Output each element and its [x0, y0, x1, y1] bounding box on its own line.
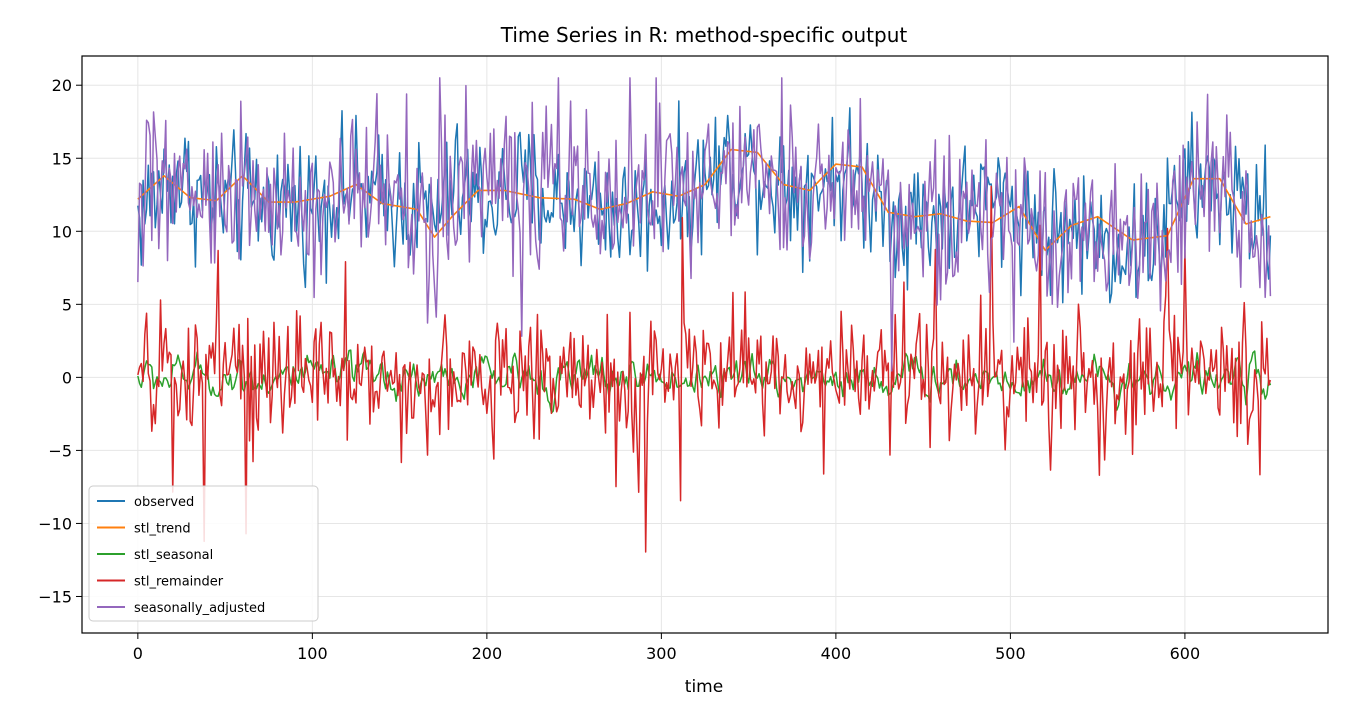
y-tick-label: 10 [52, 222, 72, 241]
plot-frame [81, 55, 1329, 634]
legend-entry: observed [134, 495, 194, 510]
legend-entry: seasonally_adjusted [134, 601, 265, 616]
series-line-stl-remainder [137, 185, 1272, 553]
y-tick-label: 0 [62, 368, 72, 387]
legend-entry: stl_remainder [134, 575, 224, 590]
y-tick-label: −5 [48, 441, 72, 460]
y-tick-label: 20 [52, 76, 72, 95]
legend-entry: stl_trend [134, 522, 191, 537]
x-axis-label: time [685, 677, 723, 697]
axis-ticks: 0 100 200 300 400 500 600 −15 −10 −5 0 5 10 15 20 [38, 76, 1200, 663]
chart-title: Time Series in R: method-specific output [500, 23, 908, 47]
x-tick-label: 300 [646, 644, 677, 663]
legend-box [88, 485, 319, 622]
x-tick-label: 400 [821, 644, 852, 663]
x-tick-label: 0 [133, 644, 143, 663]
y-tick-label: −15 [38, 587, 72, 606]
series-line-seasonally-adjusted [137, 77, 1272, 372]
y-tick-label: 15 [52, 149, 72, 168]
series-layer [137, 77, 1272, 553]
y-tick-label: −10 [38, 514, 72, 533]
x-tick-label: 500 [995, 644, 1026, 663]
x-tick-label: 600 [1170, 644, 1201, 663]
y-tick-label: 5 [62, 295, 72, 314]
legend: observed stl_trend stl_seasonal stl_remaind… [88, 485, 319, 622]
x-tick-label: 200 [472, 644, 503, 663]
x-tick-label: 100 [297, 644, 328, 663]
legend-entry: stl_seasonal [134, 548, 213, 563]
